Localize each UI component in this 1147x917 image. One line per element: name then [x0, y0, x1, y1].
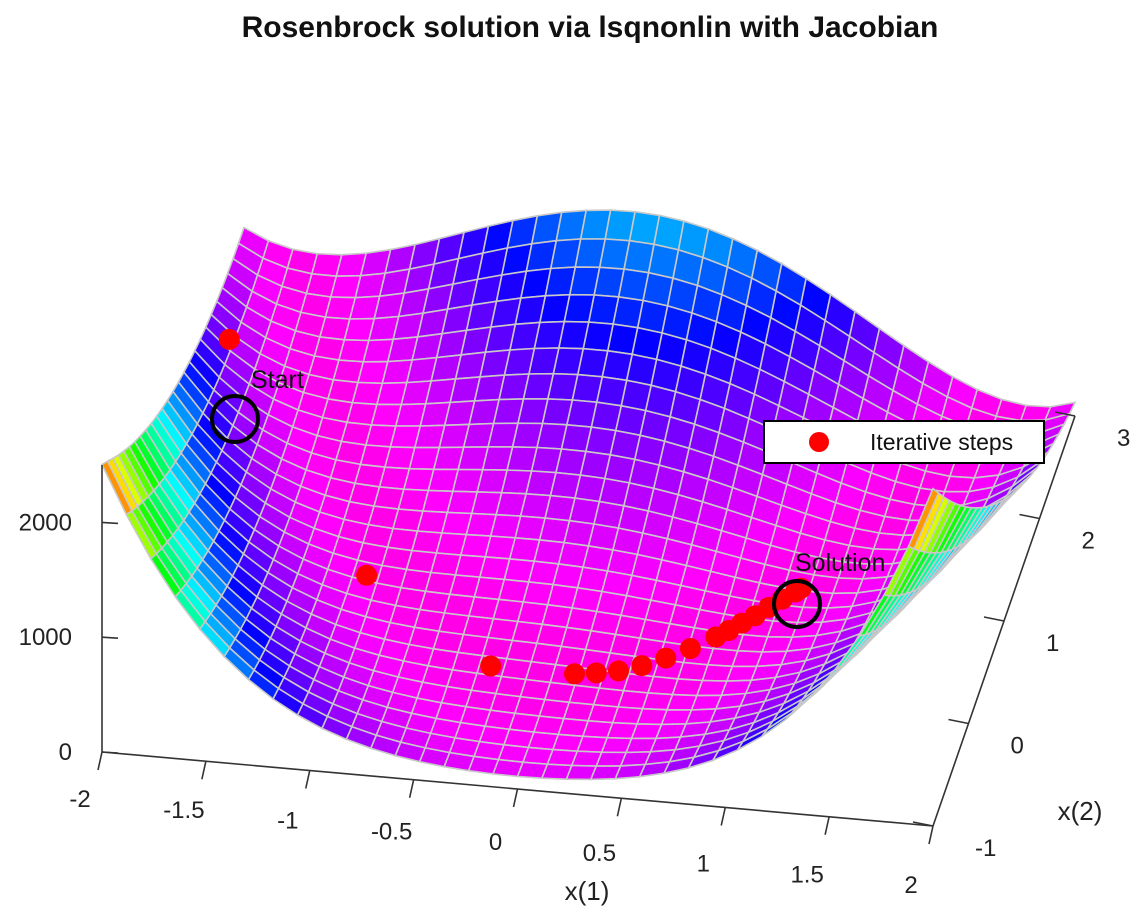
y-tick [1019, 513, 1040, 520]
solution-circle [772, 579, 822, 629]
y-tick [1054, 411, 1076, 417]
iteration-point [655, 647, 677, 669]
x-tick [408, 779, 415, 798]
start-label: Start [251, 366, 304, 394]
iteration-point [608, 660, 629, 682]
y-tick [983, 616, 1005, 622]
z-tick [101, 636, 119, 639]
x-axis-label: x(1) [565, 876, 610, 906]
x-tick [616, 798, 623, 817]
y-tick [948, 718, 969, 725]
iteration-point [585, 662, 607, 684]
y-tick [912, 821, 934, 827]
x-tick [97, 751, 103, 771]
x-tick [928, 825, 934, 845]
iteration-point [564, 663, 585, 685]
surface-patch [907, 487, 940, 550]
y-tick-label: 2 [1082, 528, 1095, 555]
y-tick-label: 1 [1046, 630, 1059, 657]
iteration-point [480, 655, 502, 677]
z-tick [101, 521, 119, 525]
x-tick [512, 788, 519, 808]
z-tick-label: 2000 [19, 509, 72, 536]
axes: -2 -1.5 -1 -0.5 0 0.5 1 1.5 2 -1 0 1 2 3 0 1000 2000 [19, 411, 1130, 899]
x-tick [824, 816, 830, 835]
iteration-point [631, 655, 653, 677]
x-tick-label: -2 [69, 786, 90, 813]
iteration-point [679, 638, 701, 659]
chart-title: Rosenbrock solution via lsqnonlin with J… [242, 11, 939, 44]
y-tick-label: 3 [1117, 425, 1130, 452]
x-tick-label: -1.5 [163, 797, 204, 824]
x-tick [720, 807, 727, 826]
z-tick [101, 751, 119, 754]
y-axis-label: x(2) [1058, 796, 1103, 826]
solution-marker: Solution [772, 549, 885, 629]
x-tick-label: 2 [904, 872, 917, 899]
x-tick-label: 1 [697, 851, 710, 878]
legend-marker [809, 432, 829, 452]
x-tick-label: 0 [489, 829, 502, 856]
legend: Iterative steps [763, 420, 1045, 464]
iteration-point [218, 328, 240, 350]
x-tick-label: -1 [277, 808, 298, 835]
x-tick-label: 1.5 [790, 861, 823, 888]
legend-label: Iterative steps [870, 429, 1013, 455]
z-tick-label: 1000 [19, 624, 72, 651]
y-tick-label: 0 [1011, 733, 1024, 760]
x-tick-label: -0.5 [371, 818, 412, 845]
surface-plot [100, 209, 1077, 781]
y-tick-label: -1 [975, 835, 996, 862]
start-marker: Start [210, 366, 304, 444]
x-tick [304, 770, 311, 789]
start-circle [210, 394, 260, 444]
x-tick-label: 0.5 [583, 840, 616, 867]
z-tick-label: 0 [59, 739, 72, 766]
iteration-point [356, 564, 378, 586]
x-tick [201, 761, 207, 780]
solution-label: Solution [795, 549, 885, 577]
